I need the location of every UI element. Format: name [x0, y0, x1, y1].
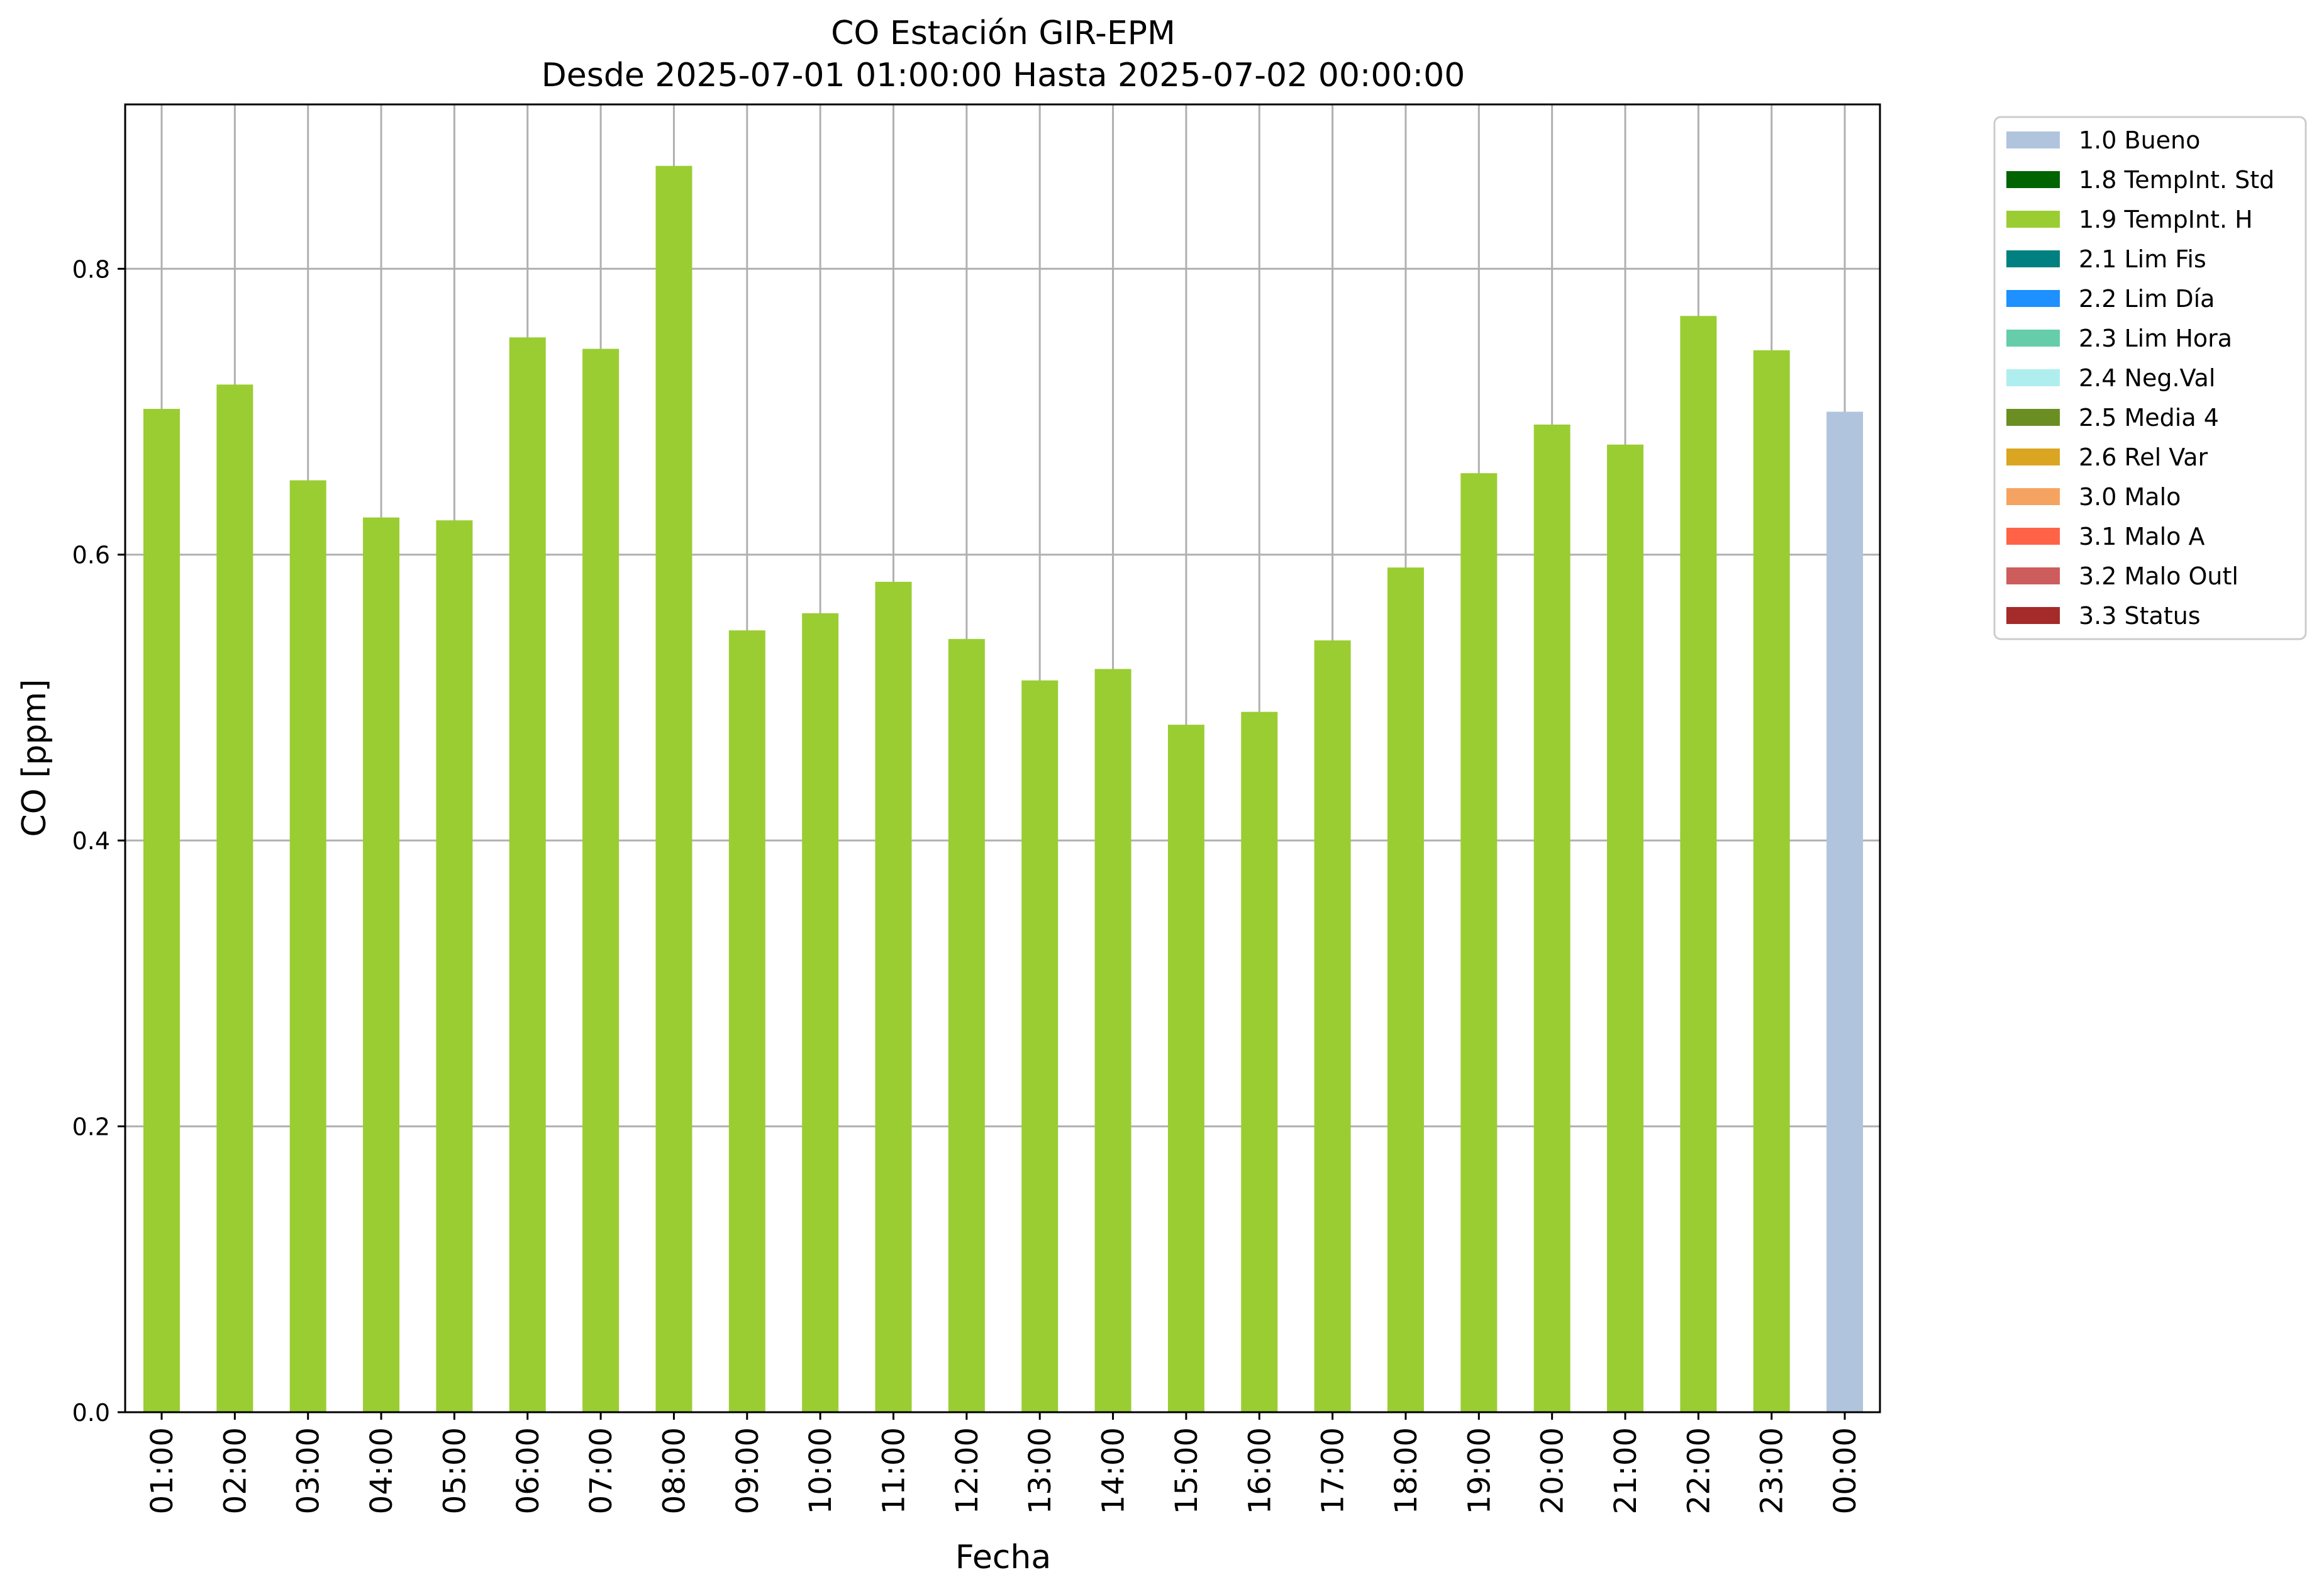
y-tick-label: 0.4 — [72, 827, 110, 855]
bar — [1167, 725, 1204, 1412]
x-tick-label: 04:00 — [364, 1427, 399, 1514]
x-axis-label: Fecha — [955, 1539, 1051, 1576]
bar — [1094, 669, 1131, 1412]
x-tick-label: 17:00 — [1316, 1427, 1351, 1514]
bar — [655, 165, 692, 1412]
x-tick-label: 15:00 — [1169, 1427, 1204, 1514]
legend-swatch — [2006, 567, 2060, 584]
legend-label: 2.3 Lim Hora — [2079, 325, 2232, 352]
bar — [1607, 444, 1643, 1412]
legend-swatch — [2006, 409, 2060, 426]
y-tick-label: 0.0 — [72, 1399, 110, 1427]
x-tick-label: 11:00 — [877, 1427, 912, 1514]
x-tick-label: 23:00 — [1755, 1427, 1790, 1514]
x-tick-label: 14:00 — [1096, 1427, 1131, 1514]
bar — [1826, 411, 1864, 1412]
bars — [143, 165, 1864, 1413]
x-axis: 01:00 02:00 03:00 04:00 05:00 06:00 07:00 08:00… — [145, 1412, 1863, 1514]
chart-subtitle: Desde 2025-07-01 01:00:00 Hasta 2025-07-… — [542, 57, 1465, 94]
legend-label: 1.0 Bueno — [2079, 126, 2200, 154]
legend-label: 2.4 Neg.Val — [2079, 364, 2215, 392]
legend-label: 2.1 Lim Fis — [2079, 245, 2206, 273]
legend-swatch — [2006, 290, 2060, 307]
y-tick-label: 0.6 — [72, 542, 110, 569]
legend-swatch — [2006, 488, 2060, 505]
legend-swatch — [2006, 449, 2060, 465]
x-tick-label: 06:00 — [511, 1427, 546, 1514]
x-tick-label: 02:00 — [218, 1427, 253, 1514]
y-axis-label: CO [ppm] — [16, 679, 53, 837]
legend-swatch — [2006, 211, 2060, 228]
bar — [436, 520, 473, 1412]
bar — [143, 408, 180, 1413]
x-tick-label: 13:00 — [1023, 1427, 1058, 1514]
bar — [363, 517, 400, 1412]
chart-title: CO Estación GIR-EPM — [831, 14, 1176, 52]
x-tick-label: 00:00 — [1828, 1427, 1863, 1514]
legend: 1.0 Bueno 1.8 TempInt. Std 1.9 TempInt. H 2… — [1993, 116, 2307, 640]
legend-label: 1.8 TempInt. Std — [2079, 166, 2274, 194]
bar — [1387, 567, 1424, 1413]
bar — [1314, 640, 1351, 1412]
x-tick-label: 05:00 — [437, 1427, 472, 1514]
legend-frame — [1993, 116, 2307, 640]
legend-swatch — [2006, 369, 2060, 386]
legend-label: 2.2 Lim Día — [2079, 285, 2215, 313]
bar — [1533, 424, 1571, 1412]
legend-label: 3.2 Malo Outl — [2079, 562, 2238, 590]
legend-swatch — [2006, 131, 2060, 148]
legend-swatch — [2006, 250, 2060, 267]
bar — [289, 480, 326, 1412]
x-tick-label: 12:00 — [950, 1427, 985, 1514]
x-tick-label: 19:00 — [1462, 1427, 1497, 1514]
bar — [1021, 680, 1059, 1412]
x-tick-label: 22:00 — [1681, 1427, 1716, 1514]
plot-frame — [124, 103, 1881, 1413]
x-tick-label: 18:00 — [1389, 1427, 1424, 1514]
x-tick-label: 10:00 — [803, 1427, 838, 1514]
x-tick-label: 16:00 — [1242, 1427, 1277, 1514]
x-tick-label: 20:00 — [1535, 1427, 1571, 1514]
bar — [875, 581, 912, 1412]
legend-label: 3.0 Malo — [2079, 483, 2181, 511]
bar — [802, 613, 839, 1412]
legend-label: 3.3 Status — [2079, 602, 2201, 630]
bar — [1241, 711, 1278, 1412]
y-axis: 0.0 0.2 0.4 0.6 0.8 — [72, 255, 125, 1427]
bar — [948, 638, 985, 1412]
x-tick-label: 07:00 — [584, 1427, 619, 1514]
legend-label: 1.9 TempInt. H — [2079, 206, 2253, 233]
legend-label: 2.5 Media 4 — [2079, 404, 2219, 432]
legend-swatch — [2006, 528, 2060, 545]
bar — [216, 384, 253, 1413]
x-tick-label: 01:00 — [145, 1427, 180, 1514]
bar — [509, 337, 546, 1412]
bar — [728, 630, 765, 1412]
bar — [1460, 473, 1498, 1412]
legend-label: 2.6 Rel Var — [2079, 443, 2208, 471]
x-tick-label: 08:00 — [657, 1427, 692, 1514]
y-tick-label: 0.2 — [72, 1113, 110, 1141]
legend-swatch — [2006, 607, 2060, 624]
bar — [1680, 316, 1717, 1413]
y-tick-label: 0.8 — [72, 255, 110, 283]
legend-swatch — [2006, 171, 2060, 188]
bar — [582, 348, 620, 1412]
bar — [1753, 350, 1790, 1412]
legend-swatch — [2006, 330, 2060, 347]
x-tick-label: 03:00 — [291, 1427, 326, 1514]
x-tick-label: 21:00 — [1608, 1427, 1643, 1514]
legend-label: 3.1 Malo A — [2079, 523, 2204, 550]
x-tick-label: 09:00 — [730, 1427, 765, 1514]
